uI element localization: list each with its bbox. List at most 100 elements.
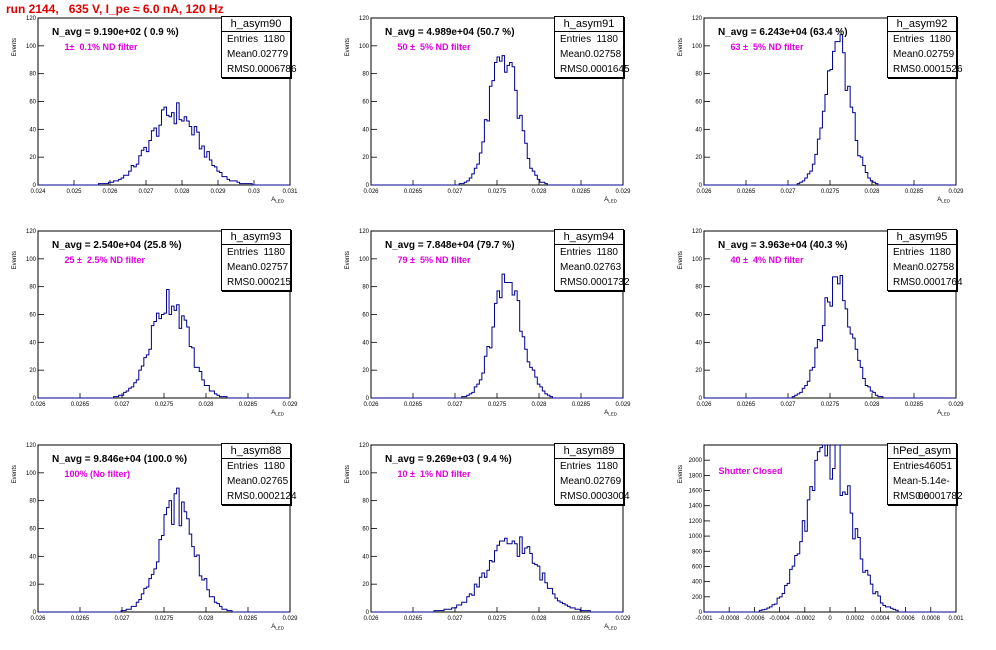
x-tick-label: 0.027 <box>447 616 463 622</box>
stats-rms-label: RMS <box>560 491 583 502</box>
y-tick-label: 20 <box>695 368 702 374</box>
histogram-series <box>704 34 956 186</box>
y-tick-label: 40 <box>362 127 369 133</box>
histogram-panel-h-asym94: 0 20 40 60 80 100 120 0.026 0.0265 0.027 0.0275 0.0… <box>333 229 663 436</box>
x-tick-label: 0.026 <box>102 189 118 195</box>
y-tick-label: 0 <box>699 183 703 189</box>
stats-mean-label: Mean <box>560 262 586 273</box>
x-tick-label: 0.026 <box>363 616 379 622</box>
stats-entries-row: Entries 1180 <box>555 32 623 47</box>
y-tick-label: 40 <box>695 340 702 346</box>
histogram-plot: 0 20 40 60 80 100 120 0.026 0.0265 0.027 0.0275 0.0… <box>345 16 631 204</box>
y-tick-label: 60 <box>29 527 36 533</box>
x-axis-label: ALED <box>271 624 285 631</box>
navg-label: N_avg = 7.848e+04 (79.7 %) <box>385 240 515 251</box>
navg-label: N_avg = 9.846e+04 (100.0 %) <box>52 454 188 465</box>
x-tick-label: 0.0285 <box>572 402 591 408</box>
histogram-plot: 0 20 40 60 80 100 120 0.026 0.0265 0.027 0.0275 0.0… <box>345 443 631 631</box>
stats-entries-row: Entries 1180 <box>888 32 956 47</box>
y-tick-label: 1400 <box>689 504 703 510</box>
stats-rms-label: RMS <box>893 64 916 75</box>
y-tick-label: 1200 <box>689 519 703 525</box>
x-tick-label: 0.028 <box>531 402 547 408</box>
x-tick-label: 0.028 <box>531 189 547 195</box>
y-tick-label: 120 <box>692 16 703 22</box>
y-tick-label: 800 <box>692 549 703 555</box>
x-tick-label: -0.001 <box>695 616 713 622</box>
y-tick-label: 60 <box>695 100 702 106</box>
x-tick-label: 0.001 <box>948 616 964 622</box>
y-tick-label: 200 <box>692 595 703 601</box>
stats-mean-row: Mean -5.14e-06 <box>888 474 956 502</box>
x-tick-label: 0.0285 <box>239 616 258 622</box>
stats-box: h_asym88 Entries 1180 Mean 0.02765 RMS 0.00021… <box>221 443 297 505</box>
histogram-panel-h-asym90: 0 20 40 60 80 100 120 0.024 0.025 0.026 0.027 0.028… <box>0 16 330 223</box>
stats-mean-row: Mean 0.02779 <box>222 47 290 62</box>
y-tick-label: 40 <box>29 340 36 346</box>
stats-mean-row: Mean 0.02765 <box>222 474 290 489</box>
x-tick-label: 0.0275 <box>821 189 840 195</box>
y-tick-label: 60 <box>29 313 36 319</box>
x-tick-label: 0.025 <box>66 189 82 195</box>
y-tick-label: 60 <box>29 100 36 106</box>
x-tick-label: 0.029 <box>615 189 631 195</box>
stats-entries-row: Entries 1180 <box>555 245 623 260</box>
stats-rms-value: 0.0001645 <box>582 64 630 75</box>
x-tick-label: 0.027 <box>780 189 796 195</box>
y-tick-label: 60 <box>362 313 369 319</box>
stats-mean-row: Mean 0.02757 <box>222 260 290 275</box>
x-tick-label: 0.029 <box>615 402 631 408</box>
y-tick-label: 20 <box>29 155 36 161</box>
y-axis-label: Events <box>678 251 684 269</box>
x-tick-label: 0.0004 <box>871 616 890 622</box>
x-axis-label: ALED <box>604 410 618 417</box>
x-tick-label: 0.0285 <box>905 189 924 195</box>
stats-entries-value: 46051 <box>924 461 952 472</box>
stats-entries-value: 1180 <box>263 247 285 258</box>
filter-annotation: 10 ± 1% ND filter <box>395 469 471 479</box>
x-tick-label: 0.028 <box>198 402 214 408</box>
y-axis-label: Events <box>345 251 351 269</box>
x-tick-label: 0.0285 <box>905 402 924 408</box>
stats-mean-row: Mean 0.02758 <box>888 260 956 275</box>
stats-rms-row: RMS 0.0001782 <box>888 489 963 504</box>
y-tick-label: 600 <box>692 564 703 570</box>
stats-mean-label: Mean <box>227 476 253 487</box>
stats-entries-row: Entries 1180 <box>555 459 623 474</box>
x-tick-label: 0.029 <box>282 402 298 408</box>
histogram-plot: 0 20 40 60 80 100 120 0.026 0.0265 0.027 0.0275 0.0… <box>12 229 298 417</box>
stats-mean-value: 0.02757 <box>252 262 289 273</box>
histogram-series <box>704 275 956 399</box>
stats-mean-row: Mean 0.02759 <box>888 47 956 62</box>
x-tick-label: 0.028 <box>864 402 880 408</box>
y-tick-label: 20 <box>29 368 36 374</box>
x-tick-label: 0.0265 <box>737 189 756 195</box>
stats-rms-value: 0.0001732 <box>582 277 630 288</box>
x-tick-label: 0.028 <box>198 616 214 622</box>
stats-box: h_asym90 Entries 1180 Mean 0.02779 RMS 0.00067… <box>221 16 297 78</box>
x-tick-label: 0.0265 <box>404 189 423 195</box>
stats-entries-label: Entries <box>560 34 592 45</box>
y-tick-label: 120 <box>26 443 37 449</box>
histogram-series <box>38 102 290 186</box>
stats-entries-label: Entries <box>893 247 925 258</box>
x-tick-label: 0.0265 <box>404 616 423 622</box>
stats-mean-value: 0.02769 <box>585 476 622 487</box>
stats-rms-row: RMS 0.0001645 <box>555 62 630 77</box>
x-axis-label: ALED <box>604 197 618 204</box>
histogram-panel-h-asym91: 0 20 40 60 80 100 120 0.026 0.0265 0.027 0.0275 0.0… <box>333 16 663 223</box>
stats-entries-label: Entries <box>893 34 925 45</box>
stats-mean-value: 0.02779 <box>252 49 289 60</box>
stats-rms-label: RMS <box>227 64 250 75</box>
histogram-name: h_asym88 <box>222 444 290 459</box>
stats-entries-label: Entries <box>227 461 259 472</box>
stats-entries-value: 1180 <box>929 34 951 45</box>
stats-mean-value: 0.02759 <box>918 49 955 60</box>
x-tick-label: 0.0006 <box>896 616 915 622</box>
y-tick-label: 20 <box>29 582 36 588</box>
y-tick-label: 100 <box>359 471 370 477</box>
y-tick-label: 100 <box>26 44 37 50</box>
stats-entries-label: Entries <box>560 247 592 258</box>
stats-rms-row: RMS 0.0001732 <box>555 275 630 290</box>
y-tick-label: 1600 <box>689 489 703 495</box>
